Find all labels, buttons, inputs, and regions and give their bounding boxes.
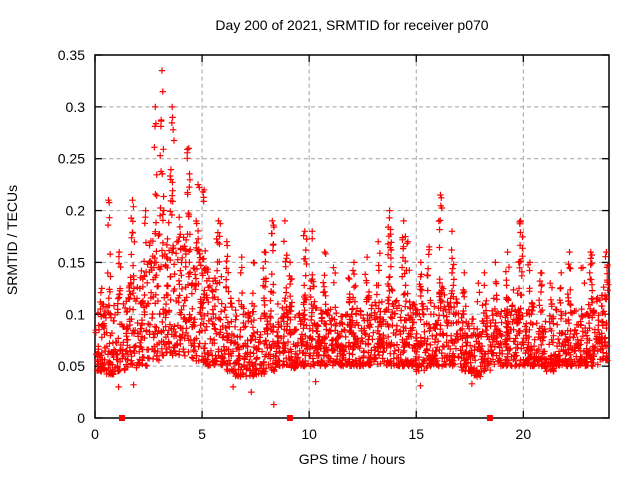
tick-labels: 0 5 10 15 20 0 0.05 0.1 0.15 0.2 0.25 0.3 0.35: [58, 47, 532, 442]
event-square: [118, 415, 125, 421]
y-tick-label: 0.05: [58, 358, 85, 374]
x-tick-label: 0: [91, 426, 99, 442]
y-tick-label: 0.3: [66, 99, 86, 115]
x-tick-label: 10: [301, 426, 317, 442]
y-tick-label: 0.2: [66, 203, 86, 219]
x-tick-label: 5: [198, 426, 206, 442]
event-square-markers: [118, 415, 493, 421]
y-tick-label: 0.1: [66, 306, 86, 322]
y-tick-label: 0: [77, 410, 85, 426]
y-axis-label: SRMTID / TECUs: [4, 185, 20, 295]
y-tick-label: 0.35: [58, 47, 85, 63]
chart-title: Day 200 of 2021, SRMTID for receiver p07…: [215, 17, 488, 33]
scatter-points: [92, 67, 612, 408]
event-square: [486, 415, 493, 421]
y-tick-label: 0.25: [58, 151, 85, 167]
event-square: [286, 415, 293, 421]
x-axis-label: GPS time / hours: [299, 451, 406, 467]
x-tick-label: 20: [516, 426, 532, 442]
y-tick-label: 0.15: [58, 254, 85, 270]
x-tick-label: 15: [408, 426, 424, 442]
